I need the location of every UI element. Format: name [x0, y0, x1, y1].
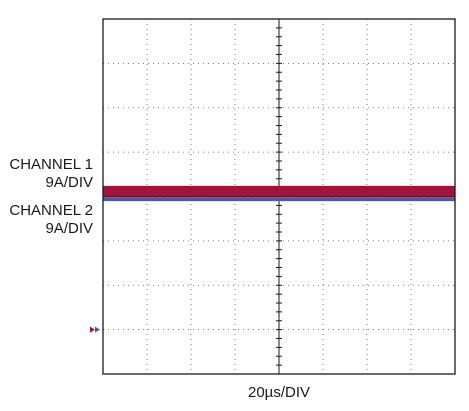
channel-2-scale: 9A/DIV [45, 220, 93, 237]
ground-markers [90, 326, 100, 333]
x-axis-label: 20µs/DIV [248, 384, 310, 401]
channel-1-scale: 9A/DIV [45, 174, 93, 191]
ground-marker-channel-1 [90, 326, 95, 333]
traces [103, 185, 455, 202]
plot-frame [102, 18, 456, 375]
channel-2-label: CHANNEL 2 [9, 202, 93, 219]
channel-1-label: CHANNEL 1 [9, 156, 93, 173]
ground-marker-channel-2 [95, 326, 100, 333]
